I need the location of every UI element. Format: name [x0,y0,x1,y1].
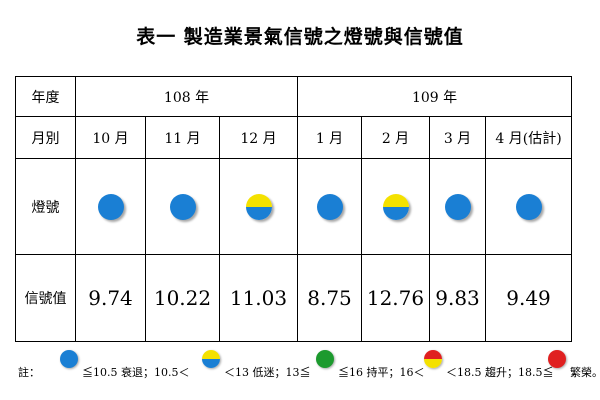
month-label: 月別 [15,116,76,159]
legend-text: ≦16 持平；16＜ [338,366,425,379]
month-cell: 12 月 [219,116,298,159]
value-label: 信號值 [15,254,76,342]
signal-value: 10.22 [145,254,220,342]
month-cell: 1 月 [297,116,362,159]
signal-value: 9.74 [75,254,146,342]
red-yellow-light-icon [424,350,442,368]
signal-value: 11.03 [219,254,298,342]
year-108: 108 年 [75,76,298,117]
signal-light-icon [515,193,542,220]
signal-light-icon [382,193,409,220]
legend-note-label: 註： [18,366,40,379]
month-cell: 10 月 [75,116,146,159]
signal-light-icon [316,193,343,220]
signal-table: 年度 108 年 109 年 月別 10 月 11 月 12 月 1 月 2 月… [15,76,573,342]
year-109: 109 年 [296,76,573,117]
signal-value: 9.49 [484,254,573,342]
legend-text: ＜13 低迷；13≦ [224,366,311,379]
yellow-blue-light-icon [202,350,220,368]
signal-row: 燈號 [15,158,573,255]
legend-text: ＜18.5 趨升；18.5≦ [446,366,554,379]
signal-value: 12.76 [361,254,430,342]
signal-light-icon [245,193,272,220]
month-cell: 11 月 [145,116,220,159]
value-row: 信號值 9.74 10.22 11.03 8.75 12.76 9.83 9.4… [15,254,573,342]
month-row: 月別 10 月 11 月 12 月 1 月 2 月 3 月 4 月(估計) [15,116,573,159]
green-light-icon [316,350,334,368]
signal-value: 9.83 [429,254,486,342]
blue-light-icon [60,350,78,368]
red-light-icon [548,350,566,368]
table-title: 表一 製造業景氣信號之燈號與信號值 [136,26,464,48]
month-cell: 2 月 [361,116,430,159]
signal-light-icon [169,193,196,220]
month-cell: 4 月(估計) [484,116,573,159]
legend-text: ≦10.5 衰退；10.5＜ [82,366,190,379]
year-row: 年度 108 年 109 年 [15,76,573,117]
signal-label: 燈號 [15,158,76,255]
signal-value: 8.75 [297,254,362,342]
year-label: 年度 [15,76,76,117]
legend-note: 註： ≦10.5 衰退；10.5＜ ＜13 低迷；13≦ ≦16 持平；16＜ … [18,350,600,382]
legend-text: 繁榮。 [570,366,600,379]
month-cell: 3 月 [429,116,486,159]
signal-light-icon [444,193,471,220]
signal-light-icon [97,193,124,220]
